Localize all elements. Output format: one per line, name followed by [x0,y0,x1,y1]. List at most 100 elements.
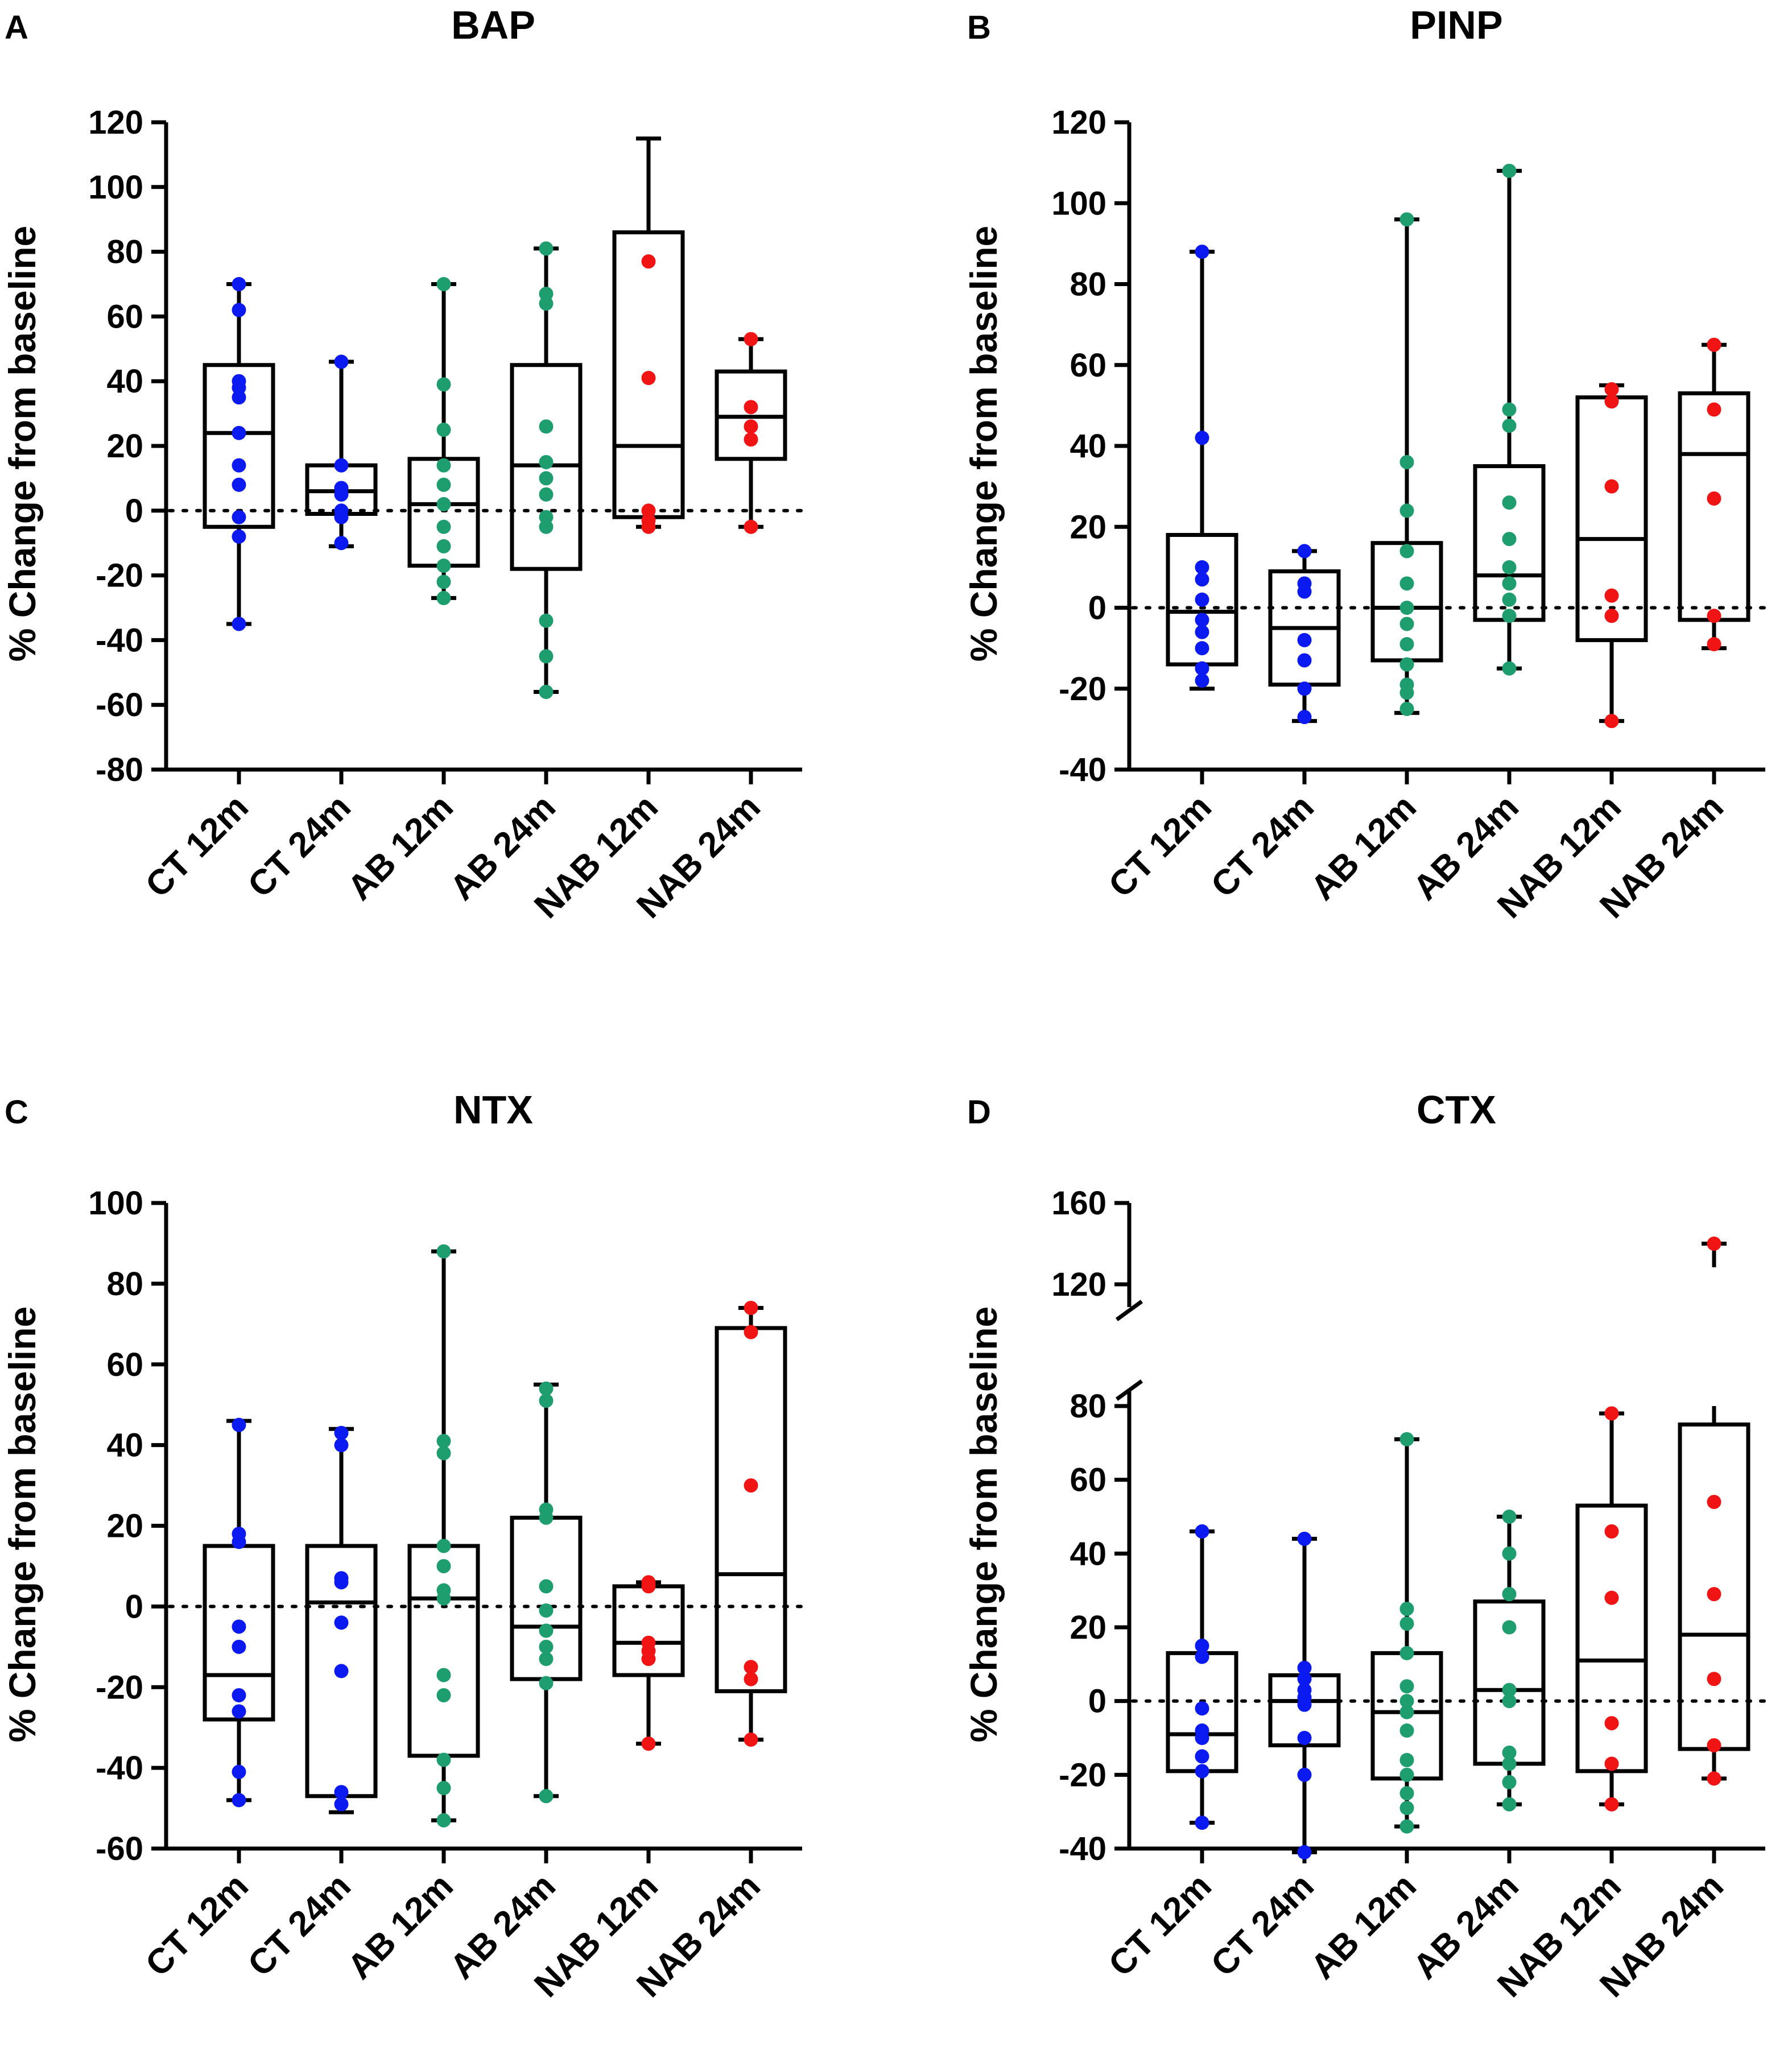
panel-c-data-point [334,1797,349,1812]
panel-d-data-point [1707,1738,1721,1752]
panel-b-category-label: CT 24m [1204,787,1322,905]
panel-a-y-tick-label: -40 [96,622,143,659]
panel-d-data-point [1195,1731,1209,1745]
panel-d-data-point [1195,1701,1209,1716]
panel-b-data-point [1399,454,1414,469]
panel-d-data-point [1195,1638,1209,1653]
panel-b-data-point [1399,576,1414,591]
panel-a-data-point [744,400,758,415]
panel-a-data-point [232,477,246,492]
panel-d-data-point [1195,1764,1209,1779]
panel-c-data-point [436,1558,451,1573]
panel-d-ctx: D CTX % Change from baseline 160 120 80 60 4… [963,1088,1767,2005]
panel-b-y-tick-label: -20 [1059,671,1106,708]
panel-d-y-tick-label: -40 [1059,1830,1106,1867]
panel-a-data-point [436,377,451,392]
panel-a-box-ab-12m: AB 12m [340,277,480,908]
panel-d-data-point [1707,1587,1721,1602]
panel-b-data-point [1604,609,1619,623]
panel-c-category-label: CT 12m [138,1866,256,1984]
panel-c-y-tick-label: 20 [106,1508,143,1545]
panel-d-data-point [1297,1660,1312,1675]
panel-b-data-point [1297,653,1312,668]
panel-c-data-point [334,1425,349,1440]
panel-b-iqr-box [1575,395,1648,642]
panel-c-data-point [436,1813,451,1828]
panel-c-data-point [539,1579,554,1594]
panel-a-y-tick-label: -20 [96,557,143,594]
panel-a-data-point [436,458,451,473]
panel-a-data-point [436,539,451,553]
panel-b-data-point [1195,431,1209,445]
panel-c-data-point [641,1579,656,1594]
panel-d-y-axis-label: % Change from baseline [963,1307,1005,1743]
panel-d-category-label: CT 24m [1204,1866,1322,1984]
panel-c-y-axis-label: % Change from baseline [1,1307,43,1743]
panel-b-data-point [1195,625,1209,639]
panel-c-data-point [436,1781,451,1796]
panel-d-y-tick-label: 0 [1088,1683,1106,1720]
panel-d-title: CTX [1417,1088,1496,1132]
panel-b-y-tick-label: 0 [1088,590,1106,627]
panel-a-data-point [539,487,554,502]
panel-a-box-ab-24m: AB 24m [443,241,583,908]
panel-a-y-tick-label: 80 [106,234,143,271]
panel-d-data-point [1399,1767,1414,1782]
panel-c-data-point [232,1688,246,1702]
panel-a-data-point [436,497,451,511]
panel-b-data-point [1297,584,1312,599]
panel-a-y-tick-label: 0 [125,493,143,530]
panel-b-data-point [1399,601,1414,615]
panel-c-y-tick-label: 100 [88,1185,143,1222]
panel-d-y-tick-label: -20 [1059,1756,1106,1793]
panel-c-data-point [539,1510,554,1525]
panel-c-y-tick-label: -20 [96,1669,143,1706]
panel-b-box-nab-24m: NAB 24m [1592,337,1750,926]
panel-b-data-point [1195,560,1209,574]
panel-b-data-point [1399,617,1414,631]
panel-d-data-point [1399,1723,1414,1738]
panel-b-data-point [1399,544,1414,559]
panel-b-data-point [1502,402,1517,417]
panel-d-box-ct-24m: CT 24m [1204,1531,1341,1984]
panel-d-box-ab-24m: AB 24m [1406,1510,1546,1987]
panel-a-data-point [436,574,451,589]
panel-a-data-point [744,419,758,434]
panel-d-data-point [1502,1775,1517,1789]
panel-a-data-point [539,471,554,486]
panel-c-ntx: C NTX % Change from baseline 100 80 60 40 20… [1,1088,804,2005]
panel-b-data-point [1399,657,1414,672]
panel-c-data-point [436,1668,451,1682]
panel-b-box-nab-12m: NAB 12m [1490,382,1648,926]
panel-b-pinp: B PINP % Change from baseline 120 100 80 60… [963,3,1767,926]
panel-c-y-tick-label: 0 [125,1588,143,1625]
panel-a-y-tick-label: -80 [96,751,143,788]
panel-b-data-point [1502,661,1517,676]
panel-b-data-point [1195,592,1209,607]
panel-a-data-point [232,617,246,631]
panel-c-iqr-box [407,1544,480,1758]
panel-b-data-point [1707,337,1721,352]
panel-c-data-point [436,1244,451,1259]
panel-c-title: NTX [453,1088,533,1132]
panel-b-box-ct-24m: CT 24m [1204,544,1341,905]
panel-b-data-point [1707,491,1721,506]
panel-d-data-point [1502,1510,1517,1524]
panel-d-data-point [1399,1602,1414,1617]
panel-a-data-point [232,425,246,440]
panel-a-data-point [232,510,246,524]
panel-a-y-axis-label: % Change from baseline [1,226,43,662]
panel-b-data-point [1297,681,1312,696]
panel-c-data-point [641,1652,656,1667]
panel-b-data-point [1297,544,1312,559]
panel-b-data-point [1707,402,1721,417]
panel-d-data-point [1399,1786,1414,1801]
panel-b-data-point [1399,701,1414,716]
panel-d-data-point [1707,1495,1721,1510]
panel-c-data-point [744,1325,758,1339]
panel-d-data-point [1195,1816,1209,1830]
panel-d-y-tick-label: 20 [1070,1609,1106,1646]
panel-d-data-point [1399,1617,1414,1631]
